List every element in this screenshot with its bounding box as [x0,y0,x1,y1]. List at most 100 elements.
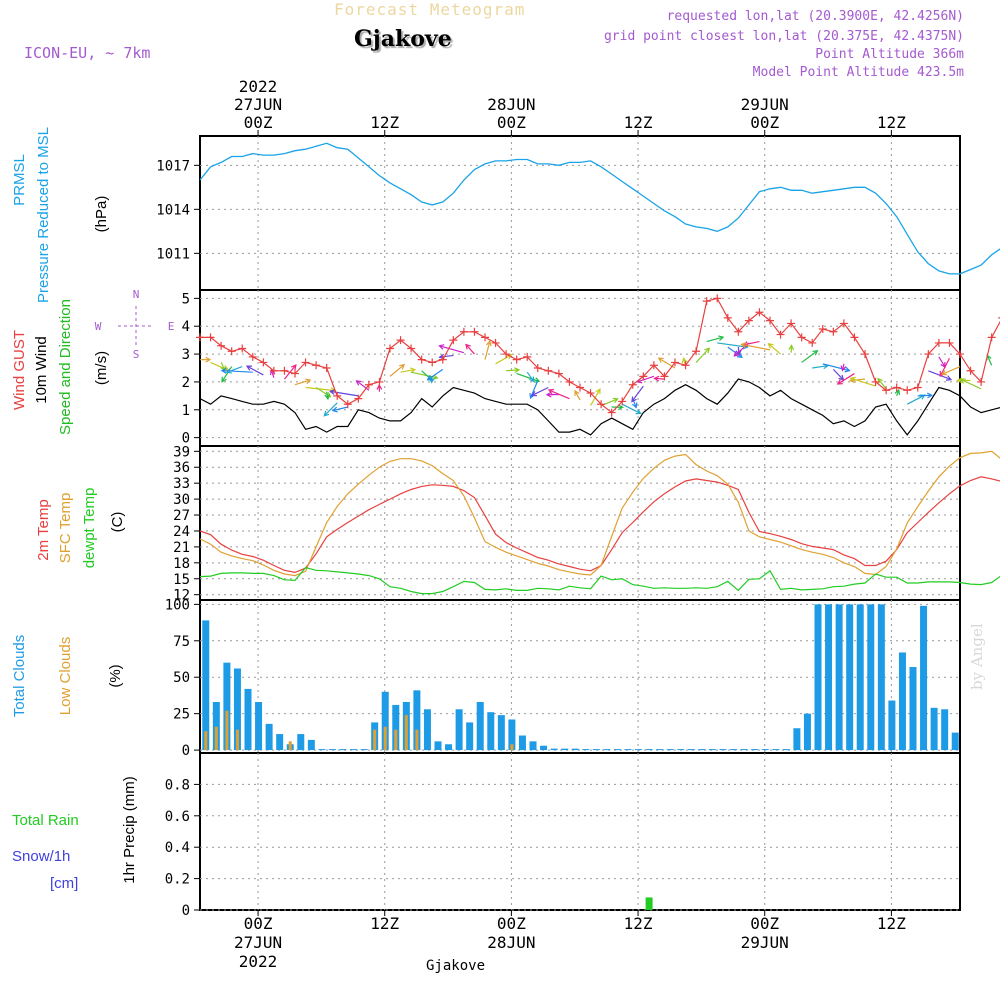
clouds-panel: 0 25 50 75 100 [165,597,961,759]
wind-direction-arrow [330,390,359,397]
wind-direction-arrowhead [225,368,232,374]
wind-direction-arrow [928,370,952,381]
gust-marker [248,352,257,361]
wind-direction-arrowhead [574,389,580,396]
clouds-ytick-label: 100 [165,597,190,613]
temp-ytick-label: 30 [173,492,190,508]
wind-direction-arrow [484,341,491,360]
low-cloud-bar [373,729,377,751]
gust-marker [882,386,891,395]
total-cloud-bar [867,604,875,751]
gust-line [200,297,1000,414]
gust-marker [597,400,606,409]
total-cloud-bar [888,700,896,751]
gust-marker [861,350,869,359]
gust-marker [470,327,479,336]
wind-direction-arrow [986,355,993,366]
total-cloud-bar [540,745,548,751]
low-cloud-bar [214,726,218,751]
total-cloud-bar [223,662,231,751]
gust-marker [871,377,880,386]
wind-ytick-label: 0 [182,431,190,447]
wind-unit: (m/s) [93,351,110,385]
total-cloud-bar [635,749,643,751]
temp-ytick-label: 36 [173,460,190,476]
wind-direction-arrow [531,386,549,396]
total-cloud-bar [719,749,727,751]
total-cloud-bar [318,749,326,751]
wind-direction-arrow [465,344,475,355]
wind-direction-arrowhead [595,388,601,395]
wind-direction-arrowhead [945,375,953,381]
gust-marker [343,400,352,409]
wind-direction-arrowhead [323,410,330,417]
gust-marker [375,377,384,386]
wind-direction-arrowhead [812,350,819,356]
wind-direction-arrowhead [653,375,660,382]
wind-direction-arrow [332,406,348,412]
wind-direction-arrowhead [849,376,856,383]
compass-west: W [95,320,102,333]
bottom-date-label: 29JUN [741,933,789,952]
sfc-temp-line [199,450,1000,577]
wind-direction-arrowhead [740,342,747,348]
wind-direction-arrow [837,373,855,385]
pressure-ytick-label: 1017 [156,158,190,174]
gust-marker [956,350,964,359]
gust-marker [459,327,468,336]
wind-direction-arrowhead [733,350,740,357]
gust-marker [818,325,827,333]
gust-marker [523,352,532,361]
temp-frame [199,445,961,601]
wind-direction-arrowhead [221,376,227,383]
wind-direction-arrowhead [840,365,847,372]
total-cloud-bar [350,749,358,751]
total-cloud-bar [687,749,695,751]
wind-direction-arrow [621,403,641,415]
requested-coords: requested lon,lat (20.3900E, 42.4256N) [666,9,964,24]
top-date-label: 27JUN [234,95,282,114]
model-altitude: Model Point Altitude 423.5m [752,65,964,80]
wind-ytick-label: 3 [182,347,190,363]
wind-direction-arrow [574,390,581,401]
total-cloud-bar [360,749,368,751]
total-cloud-bar [455,709,463,751]
gust-marker [787,319,796,328]
low-cloud-bar [510,744,514,751]
gust-marker [386,344,394,353]
wind-direction-arrowhead [305,378,312,385]
wind-direction-arrow [832,368,844,381]
gust-marker [660,372,669,381]
gust-marker [291,369,299,378]
total-cloud-bar [846,604,854,751]
wind-direction-arrow [516,373,540,382]
wind-direction-arrowhead [959,378,966,384]
wind-direction-arrow [427,368,444,381]
wind-direction-arrowhead [926,392,933,399]
wind-direction-arrow [727,346,743,358]
dewpt-label: dewpt Temp [81,488,98,569]
top-time-label: 00Z [244,113,273,132]
gust-marker [639,372,648,381]
compass-cross [118,306,154,346]
wind-direction-arrow [717,342,748,348]
pressure-label-msl: Pressure Reduced to MSL [35,127,52,303]
precip-panel: 0 0.2 0.4 0.6 0.8 [165,752,961,919]
gust-marker [417,355,426,364]
total-cloud-bar [233,668,241,751]
gust-marker [892,383,901,392]
gust-marker [681,361,690,370]
precip-unit: 1hr Precip (mm) [121,776,138,884]
gust-marker [354,394,363,403]
pressure-frame [199,135,961,291]
wind-direction-arrowhead [941,370,948,376]
gust-marker [839,319,848,328]
gust-marker [333,391,342,400]
wind-direction-arrow [850,377,876,387]
gust-marker [586,389,595,398]
total-cloud-bar [803,713,811,751]
rain-label: Total Rain [12,812,79,829]
gust-marker [565,377,574,386]
gust-marker [618,397,627,406]
